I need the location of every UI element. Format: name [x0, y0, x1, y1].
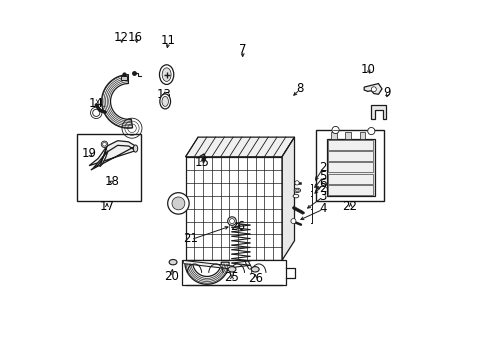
Circle shape — [167, 193, 189, 214]
Circle shape — [227, 217, 236, 225]
Text: 2: 2 — [319, 161, 326, 174]
Polygon shape — [94, 146, 108, 167]
Bar — [121, 76, 127, 80]
Text: 25: 25 — [224, 271, 239, 284]
Text: 26: 26 — [247, 272, 262, 285]
Text: 20: 20 — [163, 270, 178, 283]
Text: 24: 24 — [319, 183, 333, 195]
Bar — [326, 139, 374, 196]
Circle shape — [294, 181, 299, 185]
Text: 11: 11 — [160, 34, 175, 47]
Text: 13: 13 — [156, 88, 171, 101]
Bar — [77, 134, 141, 202]
Text: 1: 1 — [335, 172, 342, 185]
Ellipse shape — [169, 260, 177, 265]
Text: 4: 4 — [319, 202, 326, 215]
Circle shape — [101, 141, 107, 148]
Circle shape — [102, 143, 106, 146]
Text: 15: 15 — [194, 156, 209, 168]
Ellipse shape — [251, 267, 259, 272]
Bar — [328, 151, 372, 161]
Text: 8: 8 — [296, 82, 303, 95]
Bar — [328, 162, 372, 172]
Circle shape — [172, 197, 184, 210]
Text: 10: 10 — [360, 63, 374, 76]
Bar — [328, 140, 372, 150]
Text: 16: 16 — [128, 31, 143, 44]
Ellipse shape — [133, 145, 138, 152]
Text: 23: 23 — [344, 184, 358, 197]
Text: 18: 18 — [104, 175, 120, 188]
Text: 7: 7 — [239, 43, 246, 56]
Ellipse shape — [162, 68, 171, 81]
Text: 19: 19 — [81, 147, 97, 160]
Ellipse shape — [294, 188, 300, 193]
Text: 3: 3 — [319, 190, 326, 203]
Polygon shape — [185, 137, 294, 157]
Circle shape — [331, 126, 339, 134]
Polygon shape — [370, 105, 386, 119]
Bar — [330, 132, 336, 139]
Text: 14: 14 — [88, 97, 103, 110]
Bar — [315, 130, 383, 202]
Text: 6: 6 — [319, 177, 326, 190]
Bar — [359, 132, 365, 139]
Polygon shape — [182, 260, 285, 285]
Polygon shape — [89, 141, 135, 170]
Text: 5: 5 — [319, 170, 326, 183]
Polygon shape — [364, 84, 381, 94]
Text: 22: 22 — [342, 200, 357, 213]
Circle shape — [367, 127, 374, 135]
Text: 26: 26 — [229, 220, 244, 233]
Polygon shape — [185, 157, 282, 260]
Ellipse shape — [227, 267, 235, 272]
Ellipse shape — [159, 65, 173, 85]
Circle shape — [290, 219, 295, 224]
Circle shape — [370, 87, 376, 92]
Ellipse shape — [295, 189, 299, 192]
Bar — [345, 132, 350, 139]
Ellipse shape — [162, 96, 168, 107]
Text: 9: 9 — [383, 86, 390, 99]
Text: 12: 12 — [114, 31, 128, 44]
Text: 17: 17 — [99, 200, 114, 213]
Text: 21: 21 — [183, 233, 198, 246]
Polygon shape — [184, 262, 229, 284]
Bar — [328, 185, 372, 195]
Ellipse shape — [292, 194, 298, 198]
Bar — [328, 174, 372, 184]
Polygon shape — [282, 137, 294, 260]
Polygon shape — [102, 75, 132, 128]
Ellipse shape — [160, 94, 170, 109]
